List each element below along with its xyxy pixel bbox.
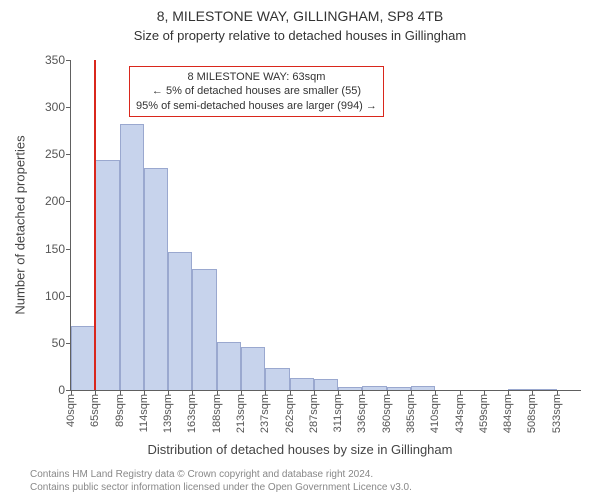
x-tick-label: 533sqm [551,394,563,433]
y-tick-label: 300 [45,100,71,114]
annotation-line: ← 5% of detached houses are smaller (55) [136,84,377,98]
histogram-bar [241,347,265,390]
histogram-bar [265,368,289,390]
y-tick-label: 100 [45,289,71,303]
x-tick-label: 484sqm [502,394,514,433]
histogram-bar [192,269,216,390]
x-tick-label: 40sqm [65,394,77,427]
x-tick-label: 459sqm [478,394,490,433]
histogram-bar [168,252,192,390]
footer-line: Contains public sector information licen… [30,481,412,494]
footer-line: Contains HM Land Registry data © Crown c… [30,468,412,481]
x-tick-label: 262sqm [284,394,296,433]
histogram-bar [338,387,362,390]
histogram-bar [508,389,532,390]
histogram-bar [217,342,241,390]
x-tick-label: 336sqm [356,394,368,433]
y-tick-label: 150 [45,242,71,256]
histogram-bar [144,168,168,390]
chart-container: 8, MILESTONE WAY, GILLINGHAM, SP8 4TB Si… [0,0,600,500]
plot-area: 8 MILESTONE WAY: 63sqm← 5% of detached h… [70,60,581,391]
histogram-bar [95,160,119,390]
x-tick-label: 287sqm [308,394,320,433]
annotation-line: 95% of semi-detached houses are larger (… [136,99,377,113]
y-tick-label: 200 [45,194,71,208]
x-tick-label: 508sqm [526,394,538,433]
x-tick-label: 360sqm [381,394,393,433]
histogram-bar [387,387,411,390]
x-tick-label: 89sqm [114,394,126,427]
annotation-box: 8 MILESTONE WAY: 63sqm← 5% of detached h… [129,66,384,117]
footer-attribution: Contains HM Land Registry data © Crown c… [30,468,412,494]
histogram-bar [290,378,314,390]
x-tick-label: 139sqm [162,394,174,433]
chart-subtitle: Size of property relative to detached ho… [0,28,600,43]
y-axis-label: Number of detached properties [13,135,28,314]
histogram-bar [411,386,435,390]
y-tick-label: 50 [52,336,71,350]
histogram-bar [120,124,144,390]
histogram-bar [314,379,338,390]
x-tick-label: 237sqm [259,394,271,433]
y-tick-label: 250 [45,147,71,161]
x-tick-label: 434sqm [454,394,466,433]
x-tick-label: 213sqm [235,394,247,433]
x-tick-label: 65sqm [89,394,101,427]
reference-line [94,60,96,390]
x-tick-label: 385sqm [405,394,417,433]
x-tick-label: 311sqm [332,394,344,432]
histogram-bar [532,389,556,390]
page-title: 8, MILESTONE WAY, GILLINGHAM, SP8 4TB [0,8,600,24]
y-tick-label: 350 [45,53,71,67]
x-tick-label: 410sqm [429,394,441,433]
x-axis-label: Distribution of detached houses by size … [0,442,600,457]
x-tick-label: 163sqm [186,394,198,433]
x-tick-label: 114sqm [138,394,150,432]
x-tick-label: 188sqm [211,394,223,433]
histogram-bar [71,326,95,390]
histogram-bar [362,386,386,390]
annotation-line: 8 MILESTONE WAY: 63sqm [136,70,377,84]
